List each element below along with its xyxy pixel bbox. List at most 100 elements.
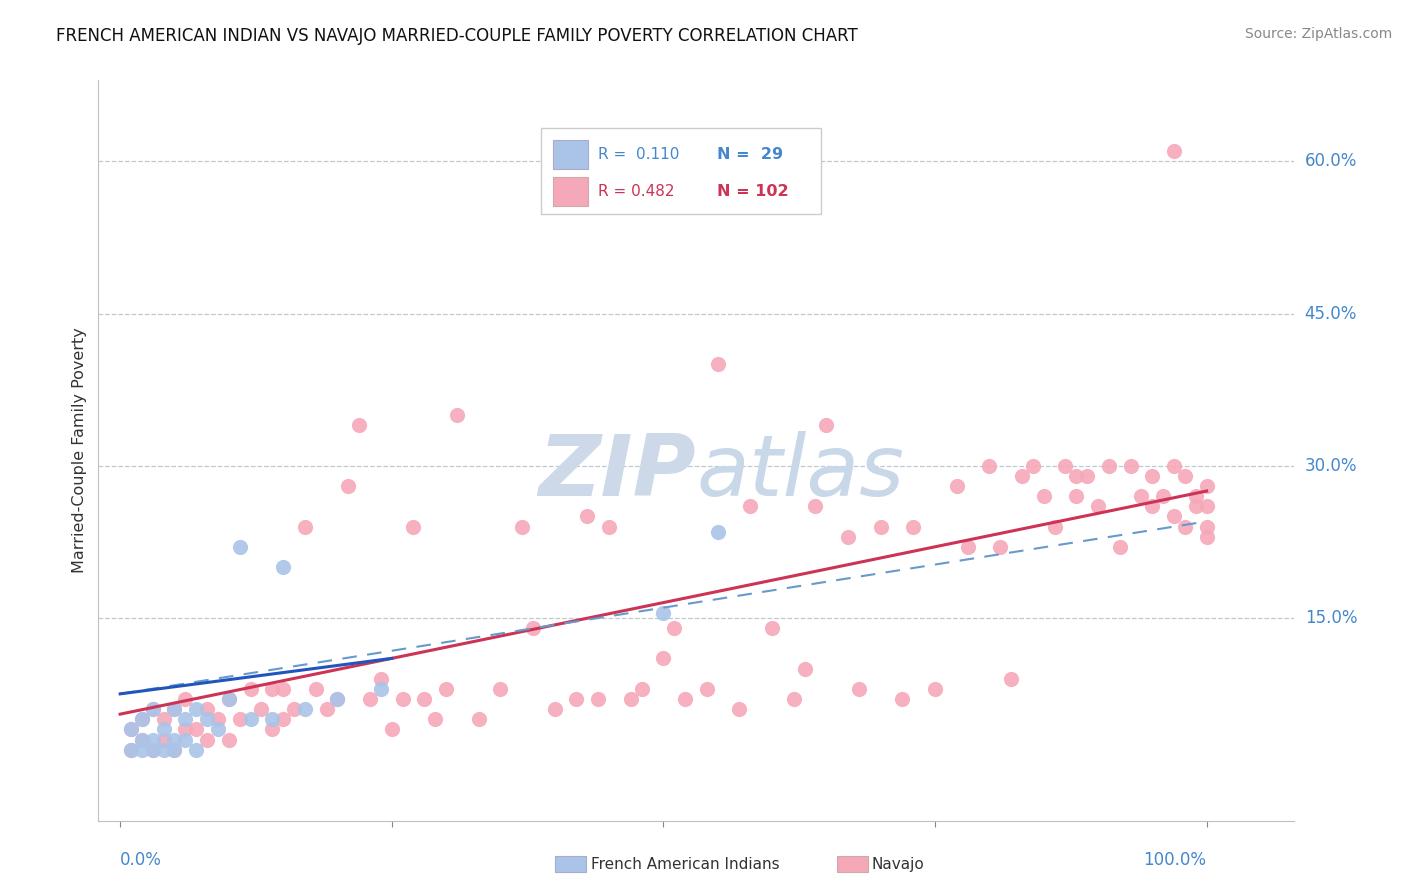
Point: [337, 479, 360, 493]
Text: N =  29: N = 29: [717, 147, 783, 161]
Point: [1043, 519, 1066, 533]
Point: [174, 692, 197, 706]
Point: [1076, 468, 1098, 483]
Point: [956, 540, 979, 554]
Point: [891, 692, 914, 706]
Point: [848, 681, 870, 696]
Text: atlas: atlas: [696, 431, 904, 514]
Point: [664, 621, 686, 635]
Point: [804, 500, 827, 514]
Text: 100.0%: 100.0%: [1143, 851, 1206, 869]
Point: [218, 692, 240, 706]
Point: [1087, 500, 1109, 514]
Point: [131, 742, 153, 756]
Point: [174, 723, 197, 737]
Text: 30.0%: 30.0%: [1305, 457, 1357, 475]
Point: [467, 712, 489, 726]
Point: [510, 519, 533, 533]
Point: [120, 742, 142, 756]
Point: [195, 712, 218, 726]
Point: [163, 742, 186, 756]
Point: [120, 723, 142, 737]
Point: [218, 692, 240, 706]
Point: [544, 702, 567, 716]
Point: [359, 692, 381, 706]
Point: [271, 712, 294, 726]
Point: [598, 519, 620, 533]
Point: [489, 681, 512, 696]
Point: [207, 712, 229, 726]
Point: [142, 702, 165, 716]
Text: 0.0%: 0.0%: [120, 851, 162, 869]
Point: [586, 692, 609, 706]
Point: [271, 681, 294, 696]
Point: [740, 500, 762, 514]
Point: [142, 742, 165, 756]
Point: [174, 732, 197, 747]
Point: [152, 712, 174, 726]
Point: [163, 702, 186, 716]
Point: [1163, 145, 1185, 159]
Point: [565, 692, 588, 706]
Point: [1195, 479, 1218, 493]
Point: [250, 702, 273, 716]
Point: [706, 524, 728, 539]
FancyBboxPatch shape: [541, 128, 821, 213]
Point: [988, 540, 1011, 554]
Point: [1163, 458, 1185, 473]
Point: [815, 418, 838, 433]
Y-axis label: Married-Couple Family Poverty: Married-Couple Family Poverty: [72, 327, 87, 574]
Point: [239, 681, 262, 696]
Text: 60.0%: 60.0%: [1305, 153, 1357, 170]
Point: [283, 702, 305, 716]
Point: [315, 702, 337, 716]
Point: [186, 702, 208, 716]
Point: [1142, 500, 1164, 514]
Point: [262, 681, 284, 696]
Point: [783, 692, 806, 706]
Point: [903, 519, 925, 533]
Point: [1174, 519, 1197, 533]
Point: [1152, 489, 1174, 503]
Point: [728, 702, 751, 716]
Point: [425, 712, 447, 726]
Point: [186, 723, 208, 737]
Text: 45.0%: 45.0%: [1305, 304, 1357, 323]
Text: R =  0.110: R = 0.110: [598, 147, 679, 161]
Point: [142, 732, 165, 747]
FancyBboxPatch shape: [553, 139, 589, 169]
Point: [1163, 509, 1185, 524]
Point: [1000, 672, 1022, 686]
Point: [294, 519, 316, 533]
Point: [413, 692, 436, 706]
Point: [131, 712, 153, 726]
Text: 15.0%: 15.0%: [1305, 609, 1357, 627]
FancyBboxPatch shape: [553, 177, 589, 206]
Point: [228, 540, 250, 554]
Point: [1174, 468, 1197, 483]
Point: [186, 742, 208, 756]
Text: Navajo: Navajo: [872, 857, 925, 871]
Text: FRENCH AMERICAN INDIAN VS NAVAJO MARRIED-COUPLE FAMILY POVERTY CORRELATION CHART: FRENCH AMERICAN INDIAN VS NAVAJO MARRIED…: [56, 27, 858, 45]
Point: [446, 408, 468, 422]
Point: [1032, 489, 1054, 503]
Point: [152, 742, 174, 756]
Text: Source: ZipAtlas.com: Source: ZipAtlas.com: [1244, 27, 1392, 41]
Point: [837, 530, 859, 544]
Point: [152, 732, 174, 747]
Point: [163, 702, 186, 716]
Point: [576, 509, 599, 524]
Point: [945, 479, 967, 493]
Point: [391, 692, 413, 706]
Point: [1064, 489, 1087, 503]
Point: [120, 742, 142, 756]
Point: [120, 723, 142, 737]
Point: [326, 692, 349, 706]
Point: [370, 672, 392, 686]
Point: [1098, 458, 1121, 473]
Point: [347, 418, 370, 433]
Point: [326, 692, 349, 706]
Point: [1142, 468, 1164, 483]
Point: [305, 681, 328, 696]
Point: [381, 723, 404, 737]
